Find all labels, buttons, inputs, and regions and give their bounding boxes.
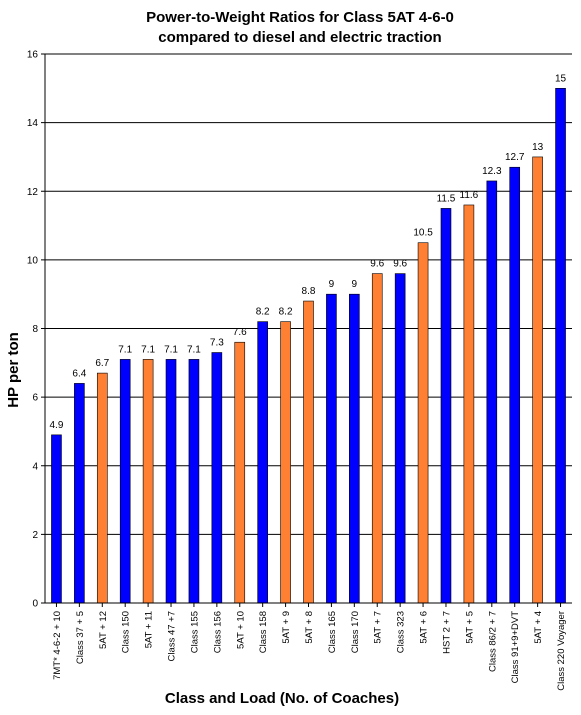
chart-title-line-2: compared to diesel and electric traction bbox=[158, 29, 441, 46]
x-category-label: Class 86/2 + 7 bbox=[487, 611, 498, 672]
data-label: 11.6 bbox=[460, 190, 479, 201]
y-tick-label: 10 bbox=[27, 255, 39, 266]
x-category-labels: 7MT* 4-6-2 + 10 Class 37 + 5 5AT + 12 Class… bbox=[52, 611, 567, 691]
bar bbox=[74, 383, 85, 604]
data-label: 9.6 bbox=[393, 259, 407, 270]
x-category-label: 5AT + 7 bbox=[373, 611, 384, 644]
x-category-label: HST 2 + 7 bbox=[441, 611, 452, 654]
bar bbox=[303, 300, 314, 604]
data-label: 12.3 bbox=[482, 166, 502, 177]
x-category-label: 5AT + 6 bbox=[419, 611, 430, 644]
y-tick-label: 4 bbox=[32, 461, 38, 472]
x-axis-title: Class and Load (No. of Coaches) bbox=[165, 690, 399, 707]
bars bbox=[51, 88, 566, 604]
bar bbox=[234, 341, 246, 604]
data-label: 6.4 bbox=[72, 368, 86, 379]
y-tick-label: 2 bbox=[32, 530, 38, 541]
bar bbox=[119, 359, 131, 604]
x-category-label: Class 158 bbox=[258, 611, 269, 653]
data-label: 6.7 bbox=[95, 358, 109, 369]
y-tick-label: 16 bbox=[27, 50, 39, 61]
data-label: 13 bbox=[532, 142, 544, 153]
data-label: 7.1 bbox=[187, 344, 201, 355]
y-tick-label: 8 bbox=[32, 324, 38, 335]
x-category-label: 5AT + 9 bbox=[281, 611, 292, 644]
data-label: 8.2 bbox=[279, 307, 293, 318]
chart-title-line-1: Power-to-Weight Ratios for Class 5AT 4-6… bbox=[146, 9, 454, 26]
data-label: 9.6 bbox=[370, 259, 384, 270]
data-label: 9 bbox=[329, 279, 335, 290]
x-category-label: 5AT + 12 bbox=[98, 611, 109, 649]
bar bbox=[555, 88, 566, 604]
x-category-label: Class 47 +7 bbox=[167, 611, 178, 661]
y-axis-title: HP per ton bbox=[5, 332, 22, 408]
bar bbox=[394, 273, 406, 604]
x-category-label: Class 323 bbox=[396, 611, 407, 653]
x-category-label: 5AT + 8 bbox=[304, 611, 315, 644]
bar bbox=[371, 273, 383, 604]
x-category-label: Class 170 bbox=[350, 611, 361, 653]
x-category-label: 5AT + 5 bbox=[464, 611, 475, 644]
bar bbox=[165, 359, 177, 604]
data-label: 7.1 bbox=[118, 344, 132, 355]
bar bbox=[463, 204, 475, 604]
y-tick-label: 14 bbox=[27, 118, 39, 129]
data-label: 9 bbox=[352, 279, 358, 290]
x-category-label: 5AT + 11 bbox=[144, 611, 155, 648]
data-label: 4.9 bbox=[50, 420, 64, 431]
data-labels: 4.9 6.4 6.7 7.1 7.1 7.1 7.1 7.3 7.6 8.2 8.2 8.8 9 9 9.… bbox=[50, 73, 567, 431]
data-label: 12.7 bbox=[505, 152, 525, 163]
y-tick-label: 12 bbox=[27, 187, 39, 198]
bar bbox=[417, 242, 429, 604]
x-category-label: 5AT + 10 bbox=[235, 611, 246, 649]
x-category-label: Class 156 bbox=[212, 611, 223, 653]
bar bbox=[486, 180, 498, 604]
bar bbox=[532, 156, 543, 604]
data-label: 8.8 bbox=[302, 286, 316, 297]
bar bbox=[51, 434, 62, 604]
y-tick-label: 6 bbox=[32, 393, 38, 404]
x-category-label: 7MT* 4-6-2 + 10 bbox=[52, 611, 63, 680]
x-category-label: Class 165 bbox=[327, 611, 338, 653]
data-label: 15 bbox=[555, 73, 567, 84]
data-label: 11.5 bbox=[437, 193, 456, 204]
data-label: 8.2 bbox=[256, 307, 270, 318]
x-category-label: Class 220 Voyager bbox=[556, 611, 567, 691]
x-category-label: Class 91+9+DVT bbox=[510, 611, 521, 684]
bar bbox=[142, 359, 154, 604]
data-label: 7.6 bbox=[233, 327, 247, 338]
bar bbox=[280, 321, 291, 604]
bar bbox=[349, 293, 360, 604]
y-tick-labels: 0 2 4 6 8 10 12 14 16 bbox=[27, 50, 39, 610]
axes bbox=[41, 53, 572, 607]
x-category-label: Class 37 + 5 bbox=[75, 611, 86, 664]
x-category-label: 5AT + 4 bbox=[533, 611, 544, 644]
x-category-label: Class 150 bbox=[121, 611, 132, 653]
bar bbox=[326, 293, 337, 604]
bar bbox=[509, 166, 521, 604]
data-label: 7.1 bbox=[164, 344, 178, 355]
data-label: 7.1 bbox=[141, 344, 155, 355]
bar bbox=[211, 352, 223, 604]
data-label: 7.3 bbox=[210, 338, 224, 349]
bar bbox=[257, 321, 268, 604]
data-label: 10.5 bbox=[413, 228, 433, 239]
bar bbox=[96, 372, 108, 604]
bar bbox=[188, 359, 200, 604]
x-category-label: Class 155 bbox=[189, 611, 200, 653]
bar bbox=[440, 208, 452, 604]
y-tick-label: 0 bbox=[32, 599, 38, 610]
